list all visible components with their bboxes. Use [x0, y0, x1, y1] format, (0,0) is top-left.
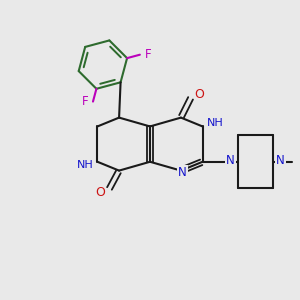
Text: N: N: [178, 166, 187, 178]
Text: F: F: [81, 95, 88, 108]
Text: N: N: [226, 154, 235, 167]
Text: F: F: [145, 48, 152, 61]
Text: O: O: [194, 88, 204, 100]
Text: NH: NH: [207, 118, 223, 128]
Text: NH: NH: [77, 160, 94, 170]
Text: N: N: [276, 154, 285, 167]
Text: O: O: [96, 186, 106, 199]
